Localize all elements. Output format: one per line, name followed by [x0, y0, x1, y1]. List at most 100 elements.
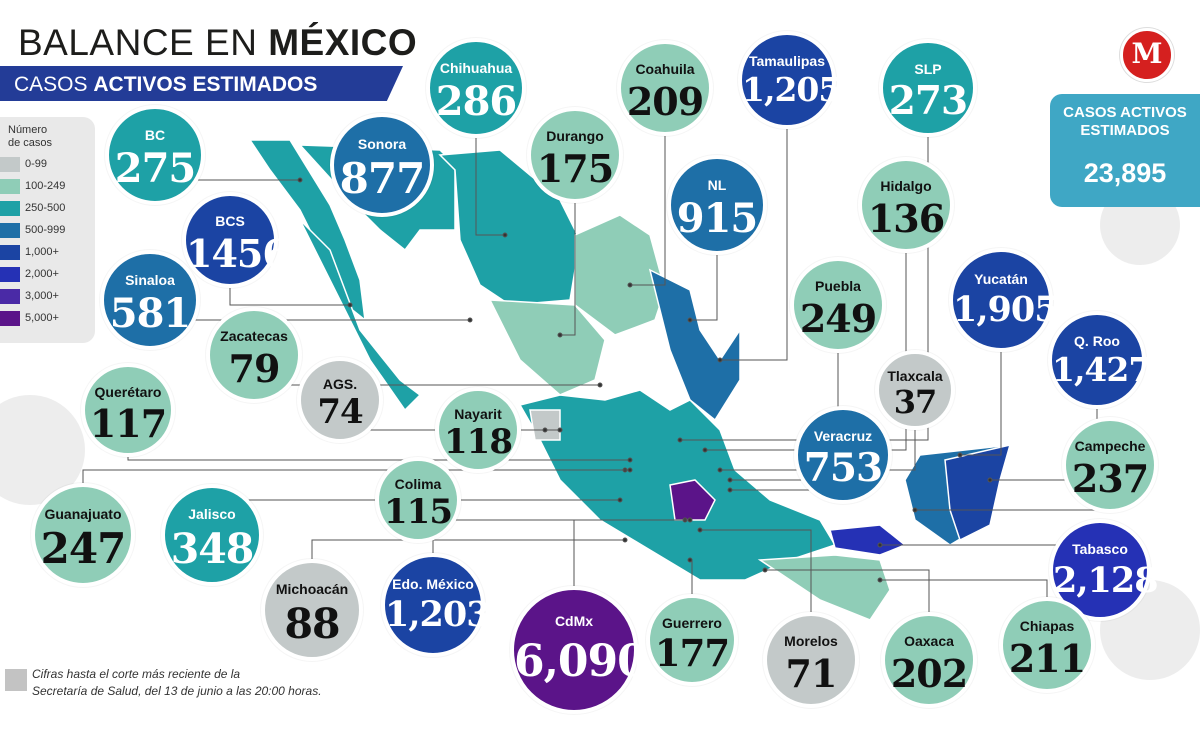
footnote: Cifras hasta el corte más reciente de la… — [32, 666, 352, 700]
state-value: 275 — [114, 145, 197, 192]
subtitle-bold: ACTIVOS ESTIMADOS — [93, 73, 318, 96]
footnote-line2: Secretaría de Salud, del 13 de junio a l… — [32, 684, 322, 698]
state-value: 273 — [888, 78, 968, 125]
leader-dot — [762, 567, 768, 573]
state-bubble: BCS 1456 — [182, 192, 289, 288]
state-value: 581 — [109, 290, 192, 337]
legend-label: 5,000+ — [25, 312, 59, 324]
state-bubble: Tlaxcala 37 — [875, 350, 955, 430]
legend-swatch — [0, 201, 20, 216]
state-name: Tabasco — [1072, 541, 1128, 558]
leader-dot — [727, 477, 733, 483]
state-value: 237 — [1071, 455, 1149, 501]
state-bubble: Guerrero 177 — [646, 594, 738, 686]
state-value: 247 — [40, 524, 127, 574]
subtitle-bar — [0, 66, 403, 101]
state-name: Tamaulipas — [749, 52, 825, 69]
state-name: Guanajuato — [44, 505, 122, 522]
state-bubble: Puebla 249 — [790, 257, 886, 353]
state-bubble: Jalisco 348 — [161, 484, 263, 586]
milenio-logo: M — [1120, 28, 1174, 82]
leader-dot — [717, 357, 723, 363]
leader-dot — [542, 427, 548, 433]
state-value: 175 — [536, 145, 614, 191]
state-value: 1,427 — [1052, 350, 1151, 390]
footnote-line1: Cifras hasta el corte más reciente de la — [32, 667, 241, 681]
state-name: BC — [144, 127, 166, 143]
leader-dot — [297, 177, 303, 183]
state-name: Querétaro — [94, 383, 162, 400]
title-regular: BALANCE EN — [18, 22, 269, 63]
state-name: Durango — [546, 128, 604, 145]
state-bubble: Tamaulipas 1,205 — [738, 31, 841, 129]
state-region — [757, 554, 891, 621]
leader-dot — [627, 457, 633, 463]
state-bubble: Edo. México 1,203 — [381, 553, 491, 657]
legend-label: 100-249 — [25, 180, 66, 192]
state-name: Sinaloa — [125, 272, 175, 288]
page-title: BALANCE EN MÉXICO — [18, 22, 417, 64]
legend-label: 1,000+ — [25, 246, 59, 258]
state-bubble: Hidalgo 136 — [858, 157, 954, 253]
state-bubble: Yucatán 1,905 — [949, 248, 1059, 352]
total-value: 23,895 — [1083, 158, 1167, 188]
state-value: 71 — [785, 650, 838, 696]
state-name: Campeche — [1074, 438, 1146, 455]
state-value: 117 — [89, 400, 167, 446]
state-bubble: Campeche 237 — [1062, 417, 1158, 513]
state-name: NL — [707, 177, 727, 193]
subtitle: CASOS ACTIVOS ESTIMADOS — [14, 73, 317, 97]
state-name: Hidalgo — [880, 178, 932, 195]
leader-dot — [987, 477, 993, 483]
leader-dot — [557, 332, 563, 338]
state-name: Yucatán — [974, 270, 1028, 287]
state-name: Chiapas — [1019, 618, 1075, 635]
state-bubble: Veracruz 753 — [794, 406, 892, 504]
footnote-swatch — [5, 669, 27, 691]
legend-label: 3,000+ — [25, 290, 59, 302]
leader-dot — [702, 447, 708, 453]
legend-title-line1: Número — [8, 124, 48, 136]
legend-label: 250-500 — [25, 202, 66, 214]
state-name: Sonora — [357, 135, 407, 152]
state-bubble: Nayarit 118 — [435, 387, 521, 473]
state-value: 877 — [339, 154, 426, 204]
state-value: 1,205 — [742, 70, 841, 110]
state-region — [648, 268, 741, 422]
state-name: Chihuahua — [439, 60, 513, 76]
state-value: 348 — [170, 524, 255, 573]
total-box — [1050, 94, 1200, 207]
leader-dot — [687, 557, 693, 563]
leader-dot — [697, 527, 703, 533]
state-name: Colima — [394, 476, 442, 493]
legend-label: 500-999 — [25, 224, 66, 236]
state-region — [529, 409, 561, 441]
leader-dot — [677, 437, 683, 443]
state-bubble: Michoacán 88 — [261, 559, 363, 661]
subtitle-regular: CASOS — [14, 73, 94, 96]
total-label-line1: CASOS ACTIVOS — [1063, 104, 1187, 121]
state-value: 286 — [435, 78, 518, 125]
state-value: 211 — [1008, 635, 1086, 681]
state-bubble: SLP 273 — [879, 39, 977, 137]
leader-dot — [627, 282, 633, 288]
leader-dot — [957, 452, 963, 458]
legend-label: 0-99 — [25, 158, 48, 170]
leader-dot — [877, 577, 883, 583]
state-value: 79 — [228, 345, 281, 391]
leader-dot — [687, 517, 693, 523]
state-bubble: Chiapas 211 — [999, 597, 1095, 693]
leader-dot — [627, 467, 633, 473]
state-value: 753 — [803, 445, 883, 492]
leader-line — [705, 205, 907, 451]
state-name: Edo. México — [392, 575, 474, 592]
state-bubble: Oaxaca 202 — [881, 612, 977, 708]
state-value: 1,203 — [385, 594, 491, 636]
total-label-line2: ESTIMADOS — [1080, 122, 1170, 139]
state-value: 88 — [284, 599, 340, 648]
leader-line — [720, 80, 788, 361]
legend-swatch — [0, 289, 20, 304]
total-label: CASOS ACTIVOS ESTIMADOS — [1050, 104, 1200, 140]
state-region — [669, 479, 716, 521]
